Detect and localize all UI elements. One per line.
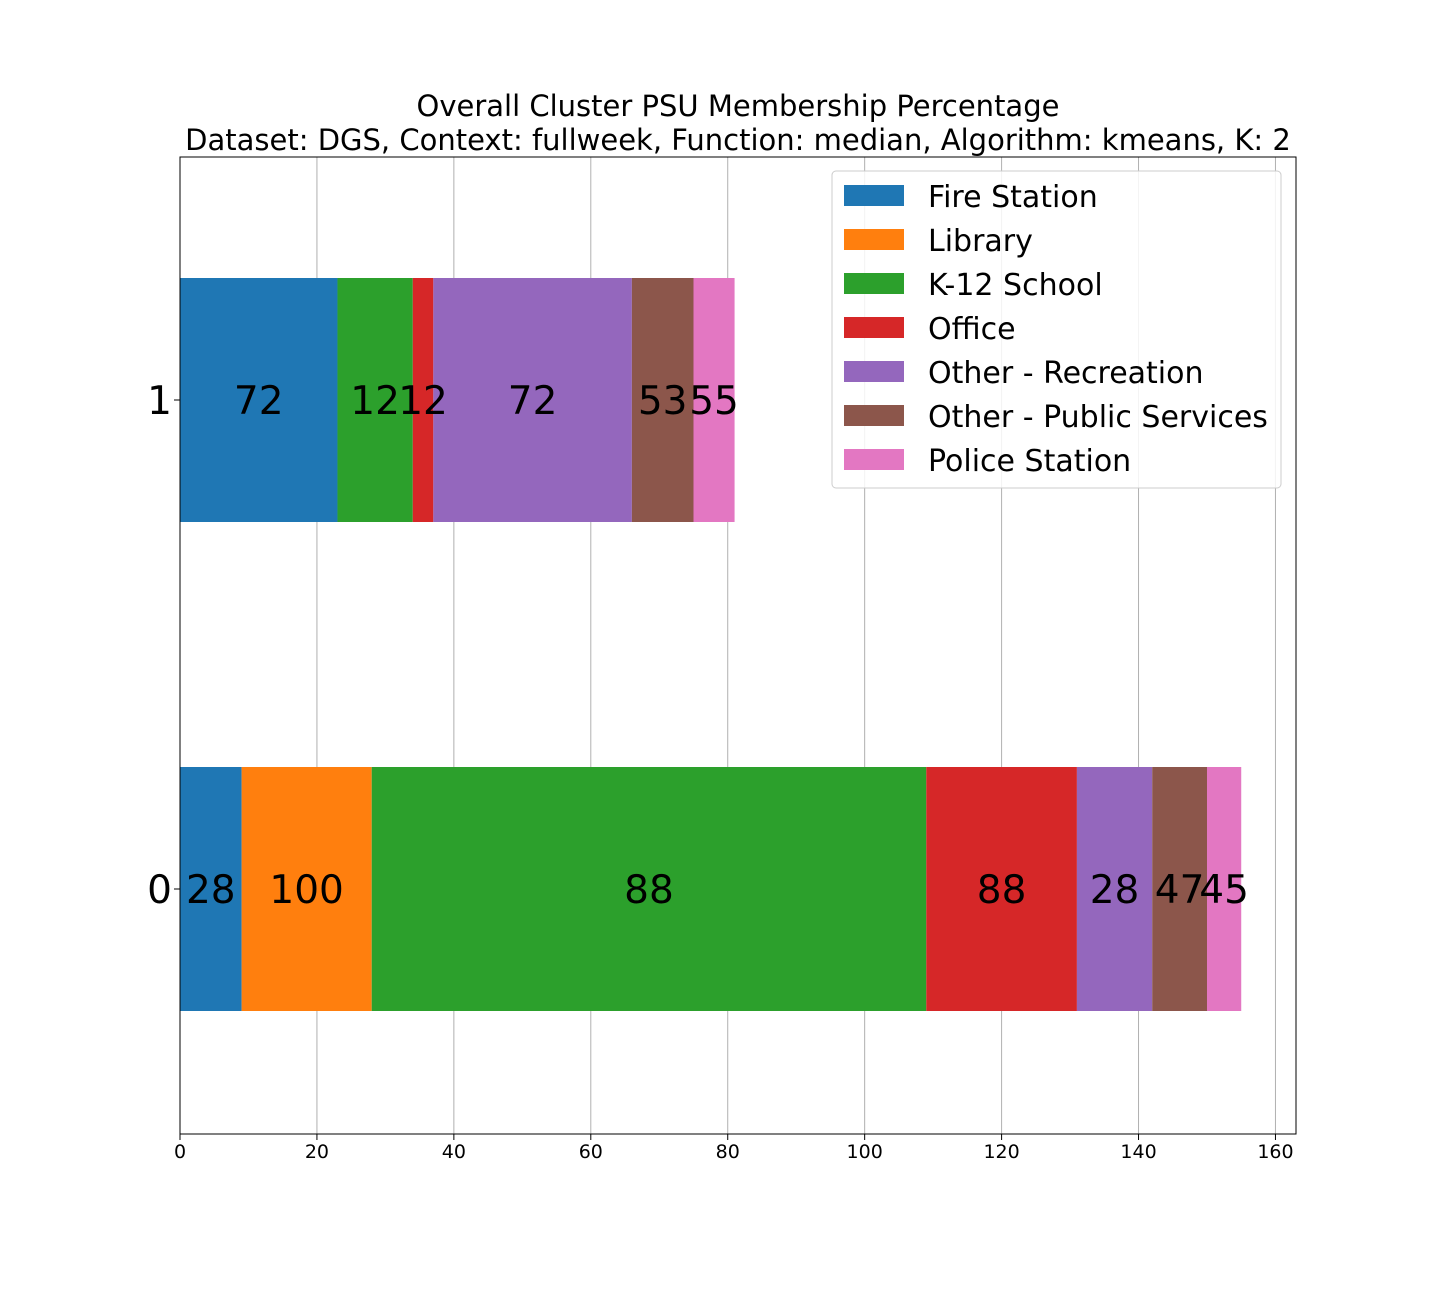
bar-data-label: 12 <box>350 379 400 424</box>
legend-entry-label: Office <box>928 312 1016 347</box>
bar-segment <box>180 767 242 1011</box>
x-tick-label: 40 <box>442 1141 466 1163</box>
bar-data-label: 28 <box>186 868 236 913</box>
bar-segment <box>1076 767 1153 1011</box>
legend-entry-label: K-12 School <box>928 268 1103 303</box>
bar-segment <box>180 278 338 522</box>
legend-swatch <box>844 317 904 338</box>
legend-swatch <box>844 229 904 250</box>
bar-data-label: 45 <box>1199 868 1249 913</box>
x-tick-label: 140 <box>1120 1141 1156 1163</box>
legend-box <box>831 170 1282 489</box>
bar-segment <box>1152 767 1207 1011</box>
bar-segment <box>412 278 434 522</box>
plot-frame <box>179 156 1297 1135</box>
legend-entry-label: Library <box>928 224 1033 259</box>
bar-data-label: 72 <box>508 379 558 424</box>
legend-swatch <box>844 273 904 294</box>
bar-segment <box>926 767 1077 1011</box>
chart-title: Overall Cluster PSU Membership Percentag… <box>417 89 1060 123</box>
chart-subtitle: Dataset: DGS, Context: fullweek, Functio… <box>185 123 1291 157</box>
legend-entry-label: Other - Public Services <box>928 400 1268 435</box>
legend-swatch <box>844 361 904 382</box>
bar-layer <box>180 278 1242 1011</box>
bar-segment <box>433 278 632 522</box>
legend-swatch <box>844 405 904 426</box>
bar-data-label: 55 <box>689 379 739 424</box>
legend-entry-label: Fire Station <box>928 180 1098 215</box>
legend-swatch <box>844 449 904 470</box>
bar-data-label: 28 <box>1090 868 1140 913</box>
bar-data-label: 88 <box>977 868 1027 913</box>
y-tick-label: 0 <box>147 868 172 913</box>
bar-data-label: 88 <box>624 868 674 913</box>
y-tick-label: 1 <box>147 379 172 424</box>
bar-segment <box>1206 767 1242 1011</box>
bar-data-label: 53 <box>638 379 688 424</box>
x-tick-label: 120 <box>983 1141 1019 1163</box>
x-tick-label: 60 <box>579 1141 603 1163</box>
x-tick-label: 160 <box>1257 1141 1293 1163</box>
axis-layer: 0 20 40 60 80 100 120 140 160 0 1 <box>147 379 1293 1163</box>
bar-data-label: 12 <box>398 379 448 424</box>
bar-data-label: 72 <box>234 379 284 424</box>
legend: Fire Station Library K-12 School Office Othe… <box>831 170 1282 489</box>
x-tick-label: 100 <box>847 1141 883 1163</box>
legend-entry-label: Police Station <box>928 444 1131 479</box>
legend-swatch <box>844 185 904 206</box>
bar-segment <box>241 767 372 1011</box>
bar-segment <box>337 278 413 522</box>
bar-data-label: 100 <box>269 868 343 913</box>
x-tick-label: 80 <box>716 1141 740 1163</box>
legend-entry-label: Other - Recreation <box>928 356 1204 391</box>
bar-data-label: 47 <box>1155 868 1205 913</box>
bar-segment <box>631 278 694 522</box>
x-tick-label: 0 <box>174 1141 186 1163</box>
x-tick-label: 20 <box>305 1141 329 1163</box>
bar-segment <box>693 278 735 522</box>
bar-segment <box>371 767 927 1011</box>
